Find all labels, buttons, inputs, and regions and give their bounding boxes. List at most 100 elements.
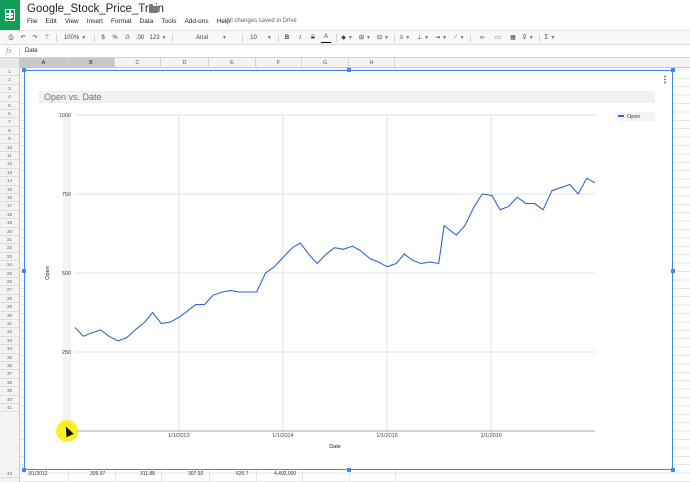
row-header[interactable]: 4 xyxy=(0,93,19,102)
insert-comment-icon[interactable]: ▭ xyxy=(495,35,501,41)
formula-input[interactable]: Date xyxy=(25,48,38,54)
resize-handle[interactable] xyxy=(671,269,675,273)
menu-help[interactable]: Help xyxy=(216,18,231,25)
more-formats-button[interactable]: 123 ▼ xyxy=(148,33,168,43)
row-header[interactable]: 14 xyxy=(0,177,19,186)
column-header-f[interactable]: F xyxy=(256,58,302,68)
percent-button[interactable]: % xyxy=(112,35,118,41)
row-header[interactable]: 30 xyxy=(0,312,19,320)
merge-cells-icon[interactable]: ⊟ ▼ xyxy=(377,35,389,41)
row-header[interactable]: 34 xyxy=(0,345,19,354)
undo-icon[interactable]: ↶ xyxy=(20,35,26,41)
bold-button[interactable]: B xyxy=(284,35,290,41)
row-header[interactable]: 17 xyxy=(0,202,19,211)
cell-date[interactable]: 3/1/2012 xyxy=(28,471,48,477)
text-wrap-icon[interactable]: ⇥ ▼ xyxy=(435,35,447,41)
resize-handle[interactable] xyxy=(671,68,675,72)
row-header[interactable]: 5 xyxy=(0,102,19,110)
row-header[interactable]: 25 xyxy=(0,270,19,278)
column-header-a[interactable]: A xyxy=(20,58,68,68)
menu-insert[interactable]: Insert xyxy=(86,18,103,25)
row-header[interactable]: 3 xyxy=(0,85,19,94)
menu-view[interactable]: View xyxy=(64,18,79,25)
row-header[interactable]: 38 xyxy=(0,379,19,388)
row-header[interactable]: 32 xyxy=(0,328,19,337)
vertical-align-icon[interactable]: ⊥ ▼ xyxy=(416,35,430,41)
row-header[interactable]: 24 xyxy=(0,261,19,270)
row-header[interactable]: 42 xyxy=(0,470,19,479)
column-header-h[interactable]: H xyxy=(349,58,395,68)
insert-chart-icon[interactable]: ▦ xyxy=(510,35,516,41)
cell-high[interactable]: 311.88 xyxy=(140,471,155,477)
menu-file[interactable]: File xyxy=(27,18,38,25)
row-header[interactable]: 19 xyxy=(0,219,19,228)
menu-edit[interactable]: Edit xyxy=(45,18,57,25)
paint-format-icon[interactable]: ⊤ xyxy=(44,35,50,41)
row-header[interactable]: 7 xyxy=(0,118,19,127)
row-header[interactable]: 11 xyxy=(0,152,19,161)
fill-color-icon[interactable]: ◆ ▼ xyxy=(341,35,353,41)
menu-format[interactable]: Format xyxy=(110,18,132,25)
font-size-select[interactable]: 10 ▼ xyxy=(246,33,276,43)
chart-title[interactable]: Open vs. Date xyxy=(44,92,102,102)
column-header-e[interactable]: E xyxy=(209,58,256,68)
print-icon[interactable]: ⎙ xyxy=(8,35,14,41)
row-header[interactable]: 22 xyxy=(0,244,19,253)
cell-low[interactable]: 307.92 xyxy=(188,471,204,477)
star-icon[interactable]: ☆ xyxy=(137,3,146,14)
italic-button[interactable]: I xyxy=(299,35,301,41)
cell-close[interactable]: 620.7 xyxy=(236,471,249,477)
column-header-b[interactable]: B xyxy=(68,58,115,68)
text-rotation-icon[interactable]: ⟋ ▼ xyxy=(453,35,465,41)
row-header[interactable]: 39 xyxy=(0,387,19,396)
cell-open[interactable]: 309.97 xyxy=(90,471,106,477)
insert-link-icon[interactable]: ∞ xyxy=(479,35,485,41)
row-header[interactable]: 13 xyxy=(0,169,19,178)
embedded-chart[interactable]: Open vs. Date 250 500 750 1000 1/1/2013 1/1/2… xyxy=(22,68,675,472)
row-header[interactable]: 10 xyxy=(0,144,19,152)
row-header[interactable]: 35 xyxy=(0,354,19,362)
row-header[interactable]: 12 xyxy=(0,160,19,169)
column-header-c[interactable]: C xyxy=(115,58,161,68)
resize-handle[interactable] xyxy=(22,269,26,273)
row-header[interactable]: 20 xyxy=(0,228,19,236)
row-header[interactable]: 27 xyxy=(0,286,19,295)
font-select[interactable]: Arial ▼ xyxy=(176,33,238,43)
row-header[interactable]: 9 xyxy=(0,135,19,144)
row-header[interactable]: 23 xyxy=(0,253,19,262)
row-header[interactable]: 36 xyxy=(0,362,19,371)
zoom-select[interactable]: 100% ▼ xyxy=(60,33,90,43)
decrease-decimal-button[interactable]: .0 xyxy=(124,35,130,41)
redo-icon[interactable]: ↷ xyxy=(32,35,38,41)
menu-tools[interactable]: Tools xyxy=(161,18,177,25)
text-color-button[interactable]: A xyxy=(321,33,331,43)
folder-icon[interactable] xyxy=(149,4,158,13)
increase-decimal-button[interactable]: .00 xyxy=(135,35,145,41)
row-header[interactable]: 28 xyxy=(0,295,19,304)
row-header[interactable]: 15 xyxy=(0,186,19,194)
resize-handle[interactable] xyxy=(347,68,351,72)
row-header[interactable]: 8 xyxy=(0,127,19,136)
document-title[interactable]: Google_Stock_Price_Train xyxy=(27,3,165,15)
row-header[interactable]: 29 xyxy=(0,303,19,312)
row-header[interactable]: 18 xyxy=(0,211,19,220)
resize-handle[interactable] xyxy=(22,68,26,72)
resize-handle[interactable] xyxy=(22,468,26,472)
currency-button[interactable]: $ xyxy=(101,35,105,41)
borders-icon[interactable]: ⊞ ▼ xyxy=(359,35,371,41)
row-header[interactable]: 31 xyxy=(0,320,19,329)
row-header[interactable]: 1 xyxy=(0,68,19,77)
row-header[interactable]: 16 xyxy=(0,194,19,203)
cell-volume[interactable]: 4,492,000 xyxy=(274,471,297,477)
row-header[interactable]: 21 xyxy=(0,236,19,245)
row-header[interactable]: 6 xyxy=(0,110,19,119)
row-header[interactable]: 33 xyxy=(0,337,19,346)
row-header[interactable]: 37 xyxy=(0,370,19,379)
menu-addons[interactable]: Add-ons xyxy=(184,18,209,25)
filter-icon[interactable]: ⊽ ▼ xyxy=(522,35,534,41)
menu-data[interactable]: Data xyxy=(139,18,154,25)
column-header-g[interactable]: G xyxy=(302,58,349,68)
line-chart[interactable]: 250 500 750 1000 1/1/2013 1/1/2014 1/1/2015 1/1… xyxy=(25,71,672,469)
resize-handle[interactable] xyxy=(347,468,351,472)
sheets-logo-icon[interactable] xyxy=(0,0,20,30)
